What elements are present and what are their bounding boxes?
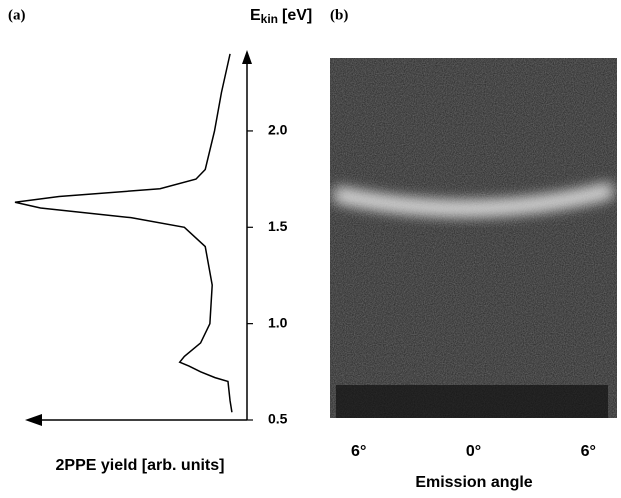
image-noise — [330, 58, 617, 418]
panel-label: (b) — [330, 7, 348, 23]
dark-edge — [336, 385, 608, 418]
axis-arrow — [242, 50, 252, 64]
image — [330, 58, 617, 418]
y-tick-label: 1.0 — [268, 314, 288, 330]
bright-band-core — [334, 187, 613, 212]
y-tick-label: 0.5 — [268, 411, 288, 427]
y-axis-label: Ekin [eV] — [250, 7, 312, 26]
x-axis-label: 2PPE yield [arb. units] — [56, 457, 225, 474]
y-tick-label: 2.0 — [268, 122, 288, 138]
x-tick-label: 6° — [351, 443, 366, 460]
x-tick-label: 6° — [581, 443, 596, 460]
x-axis-label: Emission angle — [415, 474, 532, 491]
yield-curve — [14, 53, 233, 413]
axis-arrow — [25, 414, 42, 426]
x-tick-label: 0° — [466, 443, 481, 460]
label-sub: kin — [261, 12, 278, 26]
label-unit: [eV] — [282, 7, 312, 24]
panel-label: (a) — [8, 7, 26, 23]
label-main: E — [250, 7, 261, 24]
y-tick-label: 1.5 — [268, 218, 288, 234]
